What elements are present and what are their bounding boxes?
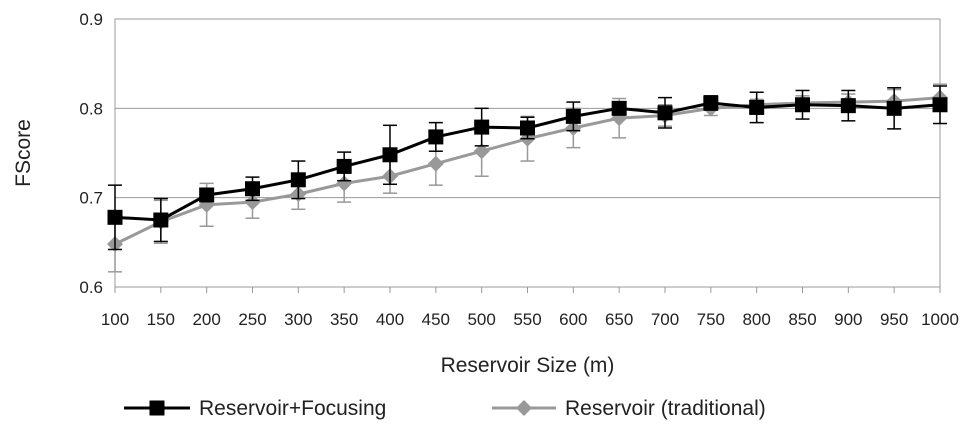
data-point	[153, 212, 169, 228]
x-tick-label: 1000	[921, 310, 959, 329]
data-point	[382, 147, 398, 163]
y-axis-title: FScore	[12, 119, 35, 187]
x-tick-label: 900	[834, 310, 862, 329]
x-tick-label: 100	[101, 310, 129, 329]
legend: Reservoir+Focusing Reservoir (traditional…	[124, 397, 766, 420]
data-point	[657, 105, 673, 121]
data-point	[795, 97, 810, 113]
x-axis: 100 150 200 250 300 350 400 450 500 550 600 650 700 7…	[101, 287, 959, 329]
legend-item-1: Reservoir (traditional)	[492, 397, 766, 420]
x-tick-label: 400	[376, 310, 404, 329]
data-point	[290, 172, 306, 188]
data-point	[749, 99, 765, 115]
data-point	[336, 158, 352, 174]
x-tick-label: 450	[422, 310, 450, 329]
legend-item-0: Reservoir+Focusing	[124, 397, 386, 420]
x-tick-label: 700	[651, 310, 679, 329]
x-tick-label: 500	[467, 310, 495, 329]
data-point	[703, 95, 719, 111]
x-tick-label: 250	[238, 310, 266, 329]
data-point	[840, 98, 856, 114]
data-point	[427, 155, 444, 172]
x-tick-label: 850	[788, 310, 816, 329]
x-tick-label: 200	[192, 310, 220, 329]
data-point	[474, 119, 490, 135]
legend-marker	[516, 400, 532, 416]
data-point	[336, 175, 353, 192]
data-point	[428, 129, 444, 145]
data-point	[244, 194, 261, 211]
x-tick-label: 300	[284, 310, 312, 329]
legend-marker	[149, 400, 165, 416]
series-0	[107, 85, 948, 251]
legend-label: Reservoir (traditional)	[565, 397, 766, 420]
x-tick-label: 600	[559, 310, 587, 329]
x-tick-label: 750	[697, 310, 725, 329]
data-point	[932, 97, 948, 113]
data-point	[245, 181, 260, 197]
x-tick-label: 650	[605, 310, 633, 329]
x-tick-label: 350	[330, 310, 358, 329]
x-tick-label: 800	[742, 310, 770, 329]
series-1	[107, 83, 948, 273]
data-point	[473, 143, 490, 160]
x-tick-label: 550	[513, 310, 541, 329]
data-point	[886, 100, 902, 116]
x-axis-title: Reservoir Size (m)	[441, 354, 615, 377]
data-point	[565, 108, 581, 124]
series-layer	[107, 83, 948, 273]
y-tick-label: 0.7	[79, 189, 103, 208]
data-point	[520, 120, 535, 136]
y-tick-label: 0.8	[79, 99, 103, 118]
x-tick-label: 150	[147, 310, 175, 329]
x-tick-label: 950	[880, 310, 908, 329]
legend-label: Reservoir+Focusing	[199, 397, 386, 420]
data-point	[199, 187, 215, 203]
y-tick-label: 0.6	[79, 278, 103, 297]
data-point	[611, 100, 627, 116]
data-point	[107, 209, 123, 225]
y-tick-label: 0.9	[79, 10, 103, 29]
y-axis: 0.6 0.7 0.8 0.9	[79, 10, 103, 297]
